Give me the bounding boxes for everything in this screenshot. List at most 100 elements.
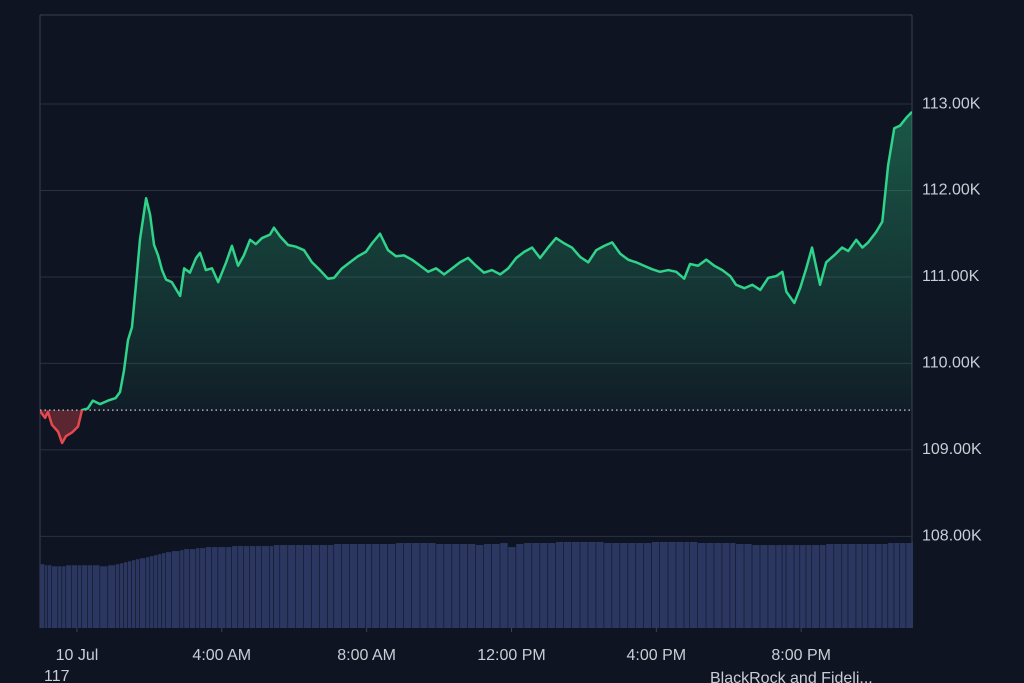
volume-bar	[388, 544, 396, 628]
volume-bar	[296, 545, 304, 628]
news-headline: BlackRock and Fideli...	[710, 670, 873, 683]
volume-bar	[612, 543, 620, 628]
x-tick-label: 4:00 AM	[192, 647, 251, 664]
volume-bar	[540, 543, 548, 628]
volume-bar	[78, 565, 82, 628]
volume-bar	[288, 545, 296, 628]
y-tick-label: 109.00K	[922, 441, 982, 458]
volume-bar	[834, 544, 842, 628]
volume-bar	[800, 545, 806, 628]
volume-bar	[45, 565, 48, 628]
volume-bar	[349, 544, 358, 628]
volume-bar	[856, 544, 862, 628]
volume-bar	[127, 561, 132, 628]
volume-bar	[226, 547, 232, 628]
volume-bar	[255, 546, 262, 628]
volume-bar	[714, 543, 722, 628]
volume-bar	[342, 544, 350, 628]
volume-bar	[100, 566, 108, 628]
volume-bar	[303, 545, 312, 628]
volume-bar	[403, 543, 412, 628]
volume-bar	[508, 547, 516, 628]
volume-bar	[604, 543, 612, 628]
volume-bar	[62, 566, 66, 628]
volume-bar	[66, 565, 72, 628]
volume-bar	[876, 544, 882, 628]
volume-bar	[327, 545, 334, 628]
volume-bar	[124, 562, 128, 628]
volume-bar	[676, 542, 684, 628]
volume-bar	[736, 544, 744, 628]
x-tick-label: 8:00 AM	[337, 647, 396, 664]
volume-bar	[280, 545, 288, 628]
volume-bar	[146, 557, 150, 628]
volume-bar	[668, 542, 676, 628]
volume-bar	[588, 542, 596, 628]
y-tick-label: 108.00K	[922, 528, 982, 545]
x-tick-label: 8:00 PM	[771, 647, 831, 664]
volume-bar	[644, 543, 652, 628]
volume-bar	[395, 543, 404, 628]
volume-bar	[166, 552, 172, 628]
volume-bar	[311, 545, 320, 628]
volume-bar	[460, 544, 468, 628]
volume-bar	[882, 544, 888, 628]
volume-bar	[806, 545, 812, 628]
area-up	[40, 111, 912, 411]
volume-bar	[135, 559, 140, 628]
volume-bar	[532, 543, 540, 628]
volume-bar	[684, 542, 690, 628]
x-tick-label: 4:00 PM	[627, 647, 687, 664]
volume-bar	[848, 544, 856, 628]
price-line	[80, 110, 912, 411]
y-tick-label: 112.00K	[922, 182, 981, 199]
volume-bar	[888, 543, 894, 628]
volume-bar	[411, 543, 420, 628]
volume-bar	[139, 558, 146, 628]
volume-bar	[730, 543, 736, 628]
volume-bar	[516, 544, 524, 628]
volume-bar	[690, 542, 698, 628]
volume-bar	[212, 547, 218, 628]
volume-bar	[776, 545, 782, 628]
volume-bar	[357, 544, 366, 628]
volume-bar	[722, 543, 730, 628]
volume-bar	[162, 553, 166, 628]
volume-bar	[334, 544, 342, 628]
volume-bar	[912, 542, 913, 628]
volume-bar	[180, 550, 184, 628]
volume-bar	[380, 544, 388, 628]
volume-bar	[120, 563, 124, 628]
volume-bar	[760, 545, 768, 628]
volume-bar	[218, 547, 226, 628]
volume-bar	[786, 545, 794, 628]
volume-bar	[524, 543, 532, 628]
volume-bar	[319, 545, 328, 628]
volume-bar	[71, 565, 78, 628]
volume-bar	[906, 543, 912, 628]
news-count: 117	[44, 668, 70, 683]
volume-bar	[752, 545, 760, 628]
volume-bar	[158, 554, 162, 628]
y-tick-label: 110.00K	[922, 355, 981, 372]
volume-bar	[47, 565, 52, 628]
volume-bar	[782, 545, 786, 628]
volume-bar	[706, 543, 714, 628]
volume-bar	[92, 565, 100, 628]
volume-bar	[468, 544, 476, 628]
volume-bar	[365, 544, 372, 628]
volume-bar	[184, 549, 190, 628]
y-tick-label: 113.00K	[922, 95, 981, 112]
volume-bar	[250, 546, 256, 628]
volume-bar	[238, 546, 244, 628]
volume-bar	[491, 544, 500, 628]
volume-bar	[150, 556, 154, 628]
volume-bar	[476, 545, 484, 628]
volume-bar	[820, 545, 826, 628]
y-tick-label: 111.00K	[922, 268, 980, 285]
volume-bar	[862, 544, 868, 628]
volume-bar	[744, 544, 752, 628]
volume-bar	[40, 564, 45, 628]
volume-bar	[659, 542, 668, 628]
